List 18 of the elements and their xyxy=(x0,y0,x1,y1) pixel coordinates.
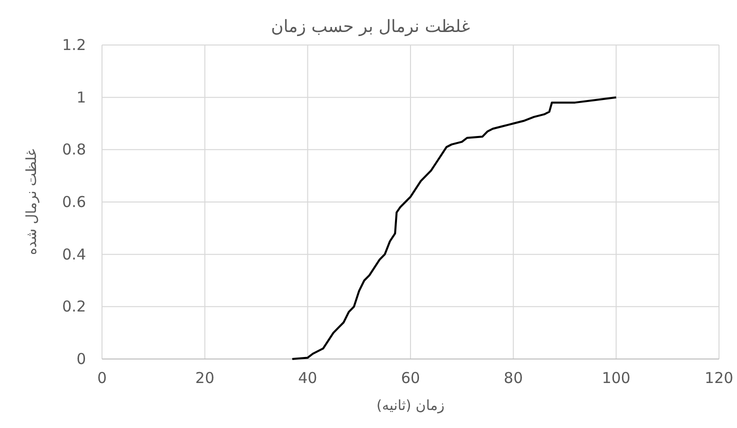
x-tick-label: 80 xyxy=(504,369,523,387)
x-tick-label: 0 xyxy=(97,369,107,387)
x-axis-title: زمان (ثانیه) xyxy=(376,398,444,414)
y-tick-label: 0.8 xyxy=(62,140,86,159)
y-tick-label: 1 xyxy=(76,88,86,106)
x-tick-label: 20 xyxy=(195,369,214,387)
y-tick-label: 0.6 xyxy=(62,193,86,211)
y-tick-label: 0 xyxy=(76,350,86,368)
x-tick-label: 100 xyxy=(602,369,630,387)
x-tick-label: 40 xyxy=(298,369,318,387)
y-tick-label: 1.2 xyxy=(62,36,86,54)
y-tick-label: 0.4 xyxy=(62,245,86,264)
x-tick-label: 60 xyxy=(400,369,420,387)
chart-title: غلظت نرمال بر حسب زمان xyxy=(271,17,470,37)
y-tick-label: 0.2 xyxy=(62,298,86,316)
x-tick-label: 120 xyxy=(704,369,734,387)
line-series xyxy=(291,96,618,360)
y-axis-title: غلظت نرمال شده xyxy=(24,148,40,256)
